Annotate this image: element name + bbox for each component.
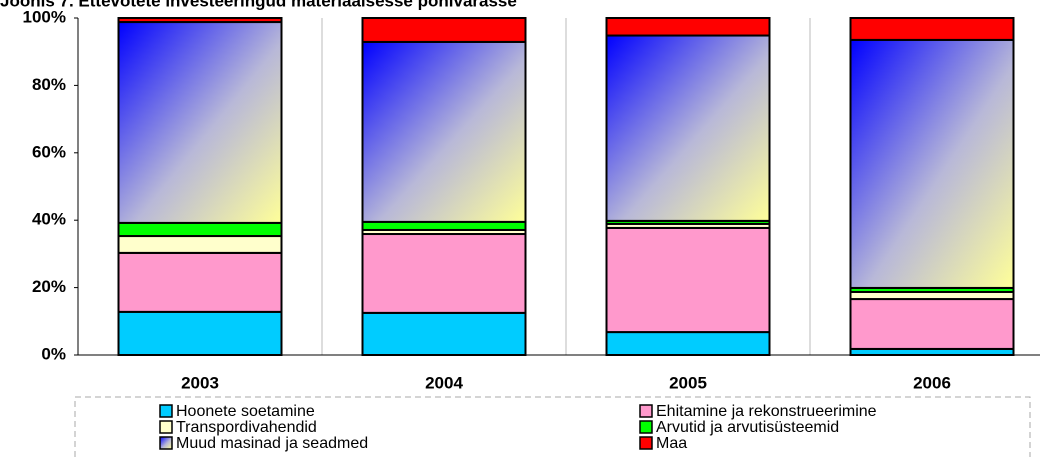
bar-segment <box>361 17 527 43</box>
bar-segment <box>849 17 1015 41</box>
legend-label: Arvutid ja arvutisüsteemid <box>656 419 839 436</box>
y-tick-label: 0% <box>41 344 66 363</box>
y-tick-label: 80% <box>32 75 66 94</box>
y-tick-label: 60% <box>32 142 66 161</box>
legend-swatch <box>159 436 173 450</box>
bar-segment <box>605 17 771 37</box>
bar-segment <box>361 233 527 314</box>
legend-label: Muud masinad ja seadmed <box>176 435 368 452</box>
bar-segment <box>849 298 1015 350</box>
legend-label: Maa <box>656 435 687 452</box>
bar-segment <box>117 21 283 224</box>
legend-label: Hoonete soetamine <box>176 403 315 420</box>
legend-swatch <box>639 404 653 418</box>
legend-label: Ehitamine ja rekonstrueerimine <box>656 403 877 420</box>
x-tick-label: 2003 <box>181 373 219 392</box>
bar-segment <box>605 331 771 357</box>
bar-segment <box>117 235 283 254</box>
bar-segment <box>849 290 1015 301</box>
legend-label: Transpordivahendid <box>176 419 317 436</box>
legend-swatch <box>639 436 653 450</box>
bar-segment <box>361 220 527 231</box>
bar-segment <box>605 226 771 334</box>
y-tick-label: 40% <box>32 210 66 229</box>
x-tick-label: 2005 <box>669 373 707 392</box>
bar-segment <box>605 34 771 222</box>
x-tick-label: 2006 <box>913 373 951 392</box>
bar-segment <box>849 38 1015 289</box>
legend-swatch <box>639 420 653 434</box>
legend-swatch <box>159 420 173 434</box>
chart-title: Joonis 7. Ettevõtete investeeringud mate… <box>0 0 517 10</box>
bar-segment <box>117 251 283 313</box>
bar-segment <box>117 310 283 357</box>
y-tick-label: 100% <box>23 7 66 26</box>
legend-swatch <box>159 404 173 418</box>
bar-segment <box>117 17 283 24</box>
bar-segment <box>361 40 527 223</box>
y-tick-label: 20% <box>32 277 66 296</box>
legend-box <box>74 396 1031 462</box>
bar-segment <box>117 221 283 238</box>
x-tick-label: 2004 <box>425 373 463 392</box>
bar-segment <box>361 311 527 356</box>
